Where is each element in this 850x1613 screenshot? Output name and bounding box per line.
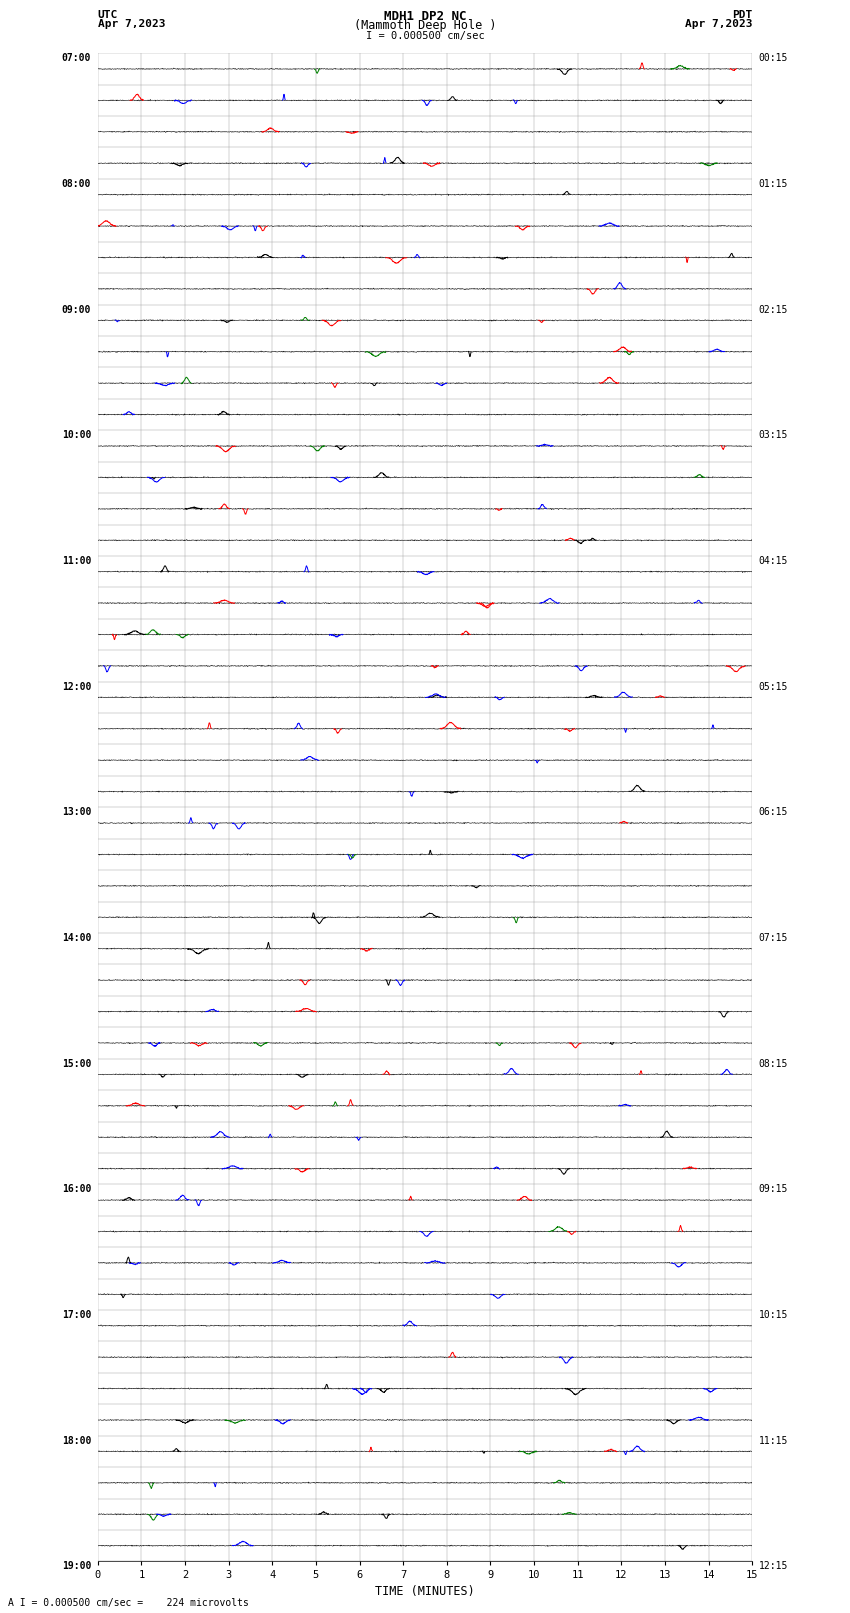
Text: (Mammoth Deep Hole ): (Mammoth Deep Hole ) — [354, 19, 496, 32]
Text: 01:15: 01:15 — [759, 179, 788, 189]
Text: I = 0.000500 cm/sec: I = 0.000500 cm/sec — [366, 31, 484, 40]
Text: 17:00: 17:00 — [62, 1310, 91, 1319]
Text: 14:00: 14:00 — [62, 932, 91, 944]
Text: 00:15: 00:15 — [759, 53, 788, 63]
Text: 19:00: 19:00 — [62, 1561, 91, 1571]
Text: 11:00: 11:00 — [62, 556, 91, 566]
Text: 08:00: 08:00 — [62, 179, 91, 189]
Text: MDH1 DP2 NC: MDH1 DP2 NC — [383, 10, 467, 23]
Text: 05:15: 05:15 — [759, 682, 788, 692]
Text: 06:15: 06:15 — [759, 806, 788, 818]
Text: 07:00: 07:00 — [62, 53, 91, 63]
Text: 09:00: 09:00 — [62, 305, 91, 315]
Text: 12:00: 12:00 — [62, 682, 91, 692]
Text: A I = 0.000500 cm/sec =    224 microvolts: A I = 0.000500 cm/sec = 224 microvolts — [8, 1598, 249, 1608]
Text: 03:15: 03:15 — [759, 431, 788, 440]
Text: 07:15: 07:15 — [759, 932, 788, 944]
Text: 08:15: 08:15 — [759, 1058, 788, 1069]
Text: PDT: PDT — [732, 10, 752, 19]
Text: 11:15: 11:15 — [759, 1436, 788, 1445]
Text: 10:00: 10:00 — [62, 431, 91, 440]
Text: 13:00: 13:00 — [62, 806, 91, 818]
Text: 10:15: 10:15 — [759, 1310, 788, 1319]
Text: 04:15: 04:15 — [759, 556, 788, 566]
Text: 15:00: 15:00 — [62, 1058, 91, 1069]
X-axis label: TIME (MINUTES): TIME (MINUTES) — [375, 1584, 475, 1597]
Text: Apr 7,2023: Apr 7,2023 — [685, 19, 752, 29]
Text: Apr 7,2023: Apr 7,2023 — [98, 19, 165, 29]
Text: UTC: UTC — [98, 10, 118, 19]
Text: 12:15: 12:15 — [759, 1561, 788, 1571]
Text: 16:00: 16:00 — [62, 1184, 91, 1194]
Text: 02:15: 02:15 — [759, 305, 788, 315]
Text: 18:00: 18:00 — [62, 1436, 91, 1445]
Text: 09:15: 09:15 — [759, 1184, 788, 1194]
